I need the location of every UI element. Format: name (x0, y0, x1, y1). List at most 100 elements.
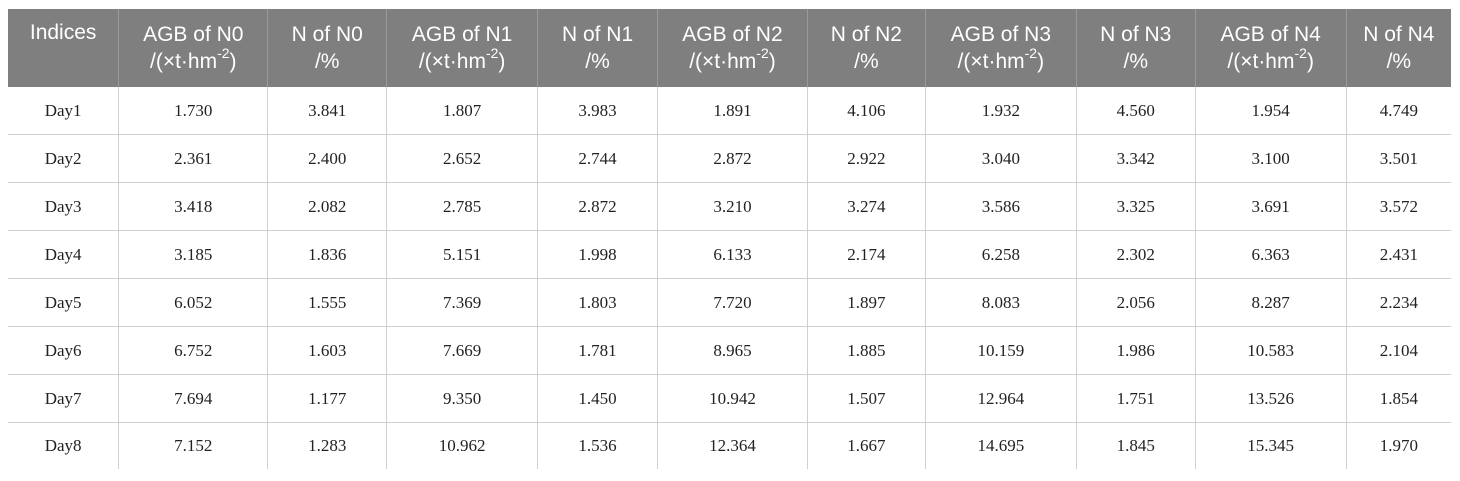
column-header-title: N of N4 (1363, 23, 1435, 46)
column-header: AGB of N4/(×t·hm-2) (1195, 9, 1347, 87)
table-cell: 7.720 (657, 278, 809, 327)
table-cell: 1.897 (807, 278, 926, 327)
table-cell: 1.603 (267, 326, 388, 375)
column-header-unit: /(×t·hm-2) (689, 45, 776, 73)
table-cell: 1.854 (1346, 374, 1451, 423)
table-cell: 3.185 (118, 230, 269, 279)
table-cell: 3.274 (807, 182, 926, 231)
table-cell: 1.730 (118, 87, 269, 135)
column-header-unit: /% (585, 50, 610, 73)
column-header-title: AGB of N3 (950, 23, 1052, 46)
row-label: Day8 (8, 422, 120, 469)
table-cell: 12.364 (657, 422, 809, 469)
column-header-unit: /(×t·hm-2) (957, 45, 1045, 73)
column-header-title: Indices (29, 21, 97, 44)
table-cell: 7.694 (118, 374, 269, 423)
table-body: Day1 1.730 3.841 1.807 3.983 1.891 4.106 1.932 4… (8, 87, 1451, 469)
column-header: Indices (8, 9, 120, 87)
table-cell: 6.258 (925, 230, 1077, 279)
table-cell: 1.998 (537, 230, 658, 279)
table-cell: 1.803 (537, 278, 658, 327)
table-cell: 1.667 (807, 422, 926, 469)
row-label: Day2 (8, 134, 120, 183)
table-cell: 2.431 (1346, 230, 1451, 279)
column-header: N of N1 /% (537, 9, 658, 87)
table-cell: 8.287 (1195, 278, 1347, 327)
table-cell: 1.536 (537, 422, 658, 469)
column-header-title: N of N1 (561, 23, 634, 46)
column-header: AGB of N2/(×t·hm-2) (657, 9, 809, 87)
column-header: N of N4 /% (1346, 9, 1451, 87)
table-cell: 2.785 (386, 182, 539, 231)
column-header-title: N of N0 (291, 23, 363, 46)
table-cell: 1.986 (1076, 326, 1196, 375)
column-header-unit: /% (1386, 50, 1412, 73)
table-cell: 2.744 (537, 134, 658, 183)
column-header-unit: /% (854, 50, 879, 73)
table-cell: 10.942 (657, 374, 809, 423)
table-row: Day4 3.185 1.836 5.151 1.998 6.133 2.174 6.258 2… (8, 230, 1451, 279)
table-cell: 10.962 (386, 422, 539, 469)
table-cell: 2.872 (657, 134, 809, 183)
table-row: Day6 6.752 1.603 7.669 1.781 8.965 1.885 10.159… (8, 326, 1451, 375)
table-cell: 10.583 (1195, 326, 1347, 375)
column-header: AGB of N3/(×t·hm-2) (925, 9, 1077, 87)
table-cell: 13.526 (1195, 374, 1347, 423)
table-row: Day1 1.730 3.841 1.807 3.983 1.891 4.106 1.932 4… (8, 87, 1451, 135)
table-cell: 6.052 (118, 278, 269, 327)
table-cell: 1.932 (925, 87, 1077, 135)
table-cell: 1.807 (386, 87, 539, 135)
table-cell: 2.082 (267, 182, 388, 231)
column-header: N of N0 /% (267, 9, 388, 87)
table-cell: 2.400 (267, 134, 388, 183)
column-header-unit: /% (314, 50, 340, 73)
table-cell: 3.841 (267, 87, 388, 135)
table-cell: 1.450 (537, 374, 658, 423)
table-cell: 1.507 (807, 374, 926, 423)
column-header-unit: /(×t·hm-2) (150, 45, 237, 73)
table-cell: 2.922 (807, 134, 926, 183)
row-label: Day7 (8, 374, 120, 423)
column-header: N of N3 /% (1076, 9, 1196, 87)
table-row: Day5 6.052 1.555 7.369 1.803 7.720 1.897 8.083 2… (8, 278, 1451, 327)
table-cell: 10.159 (925, 326, 1077, 375)
table-cell: 15.345 (1195, 422, 1347, 469)
column-header-title: AGB of N1 (411, 23, 513, 46)
table-cell: 7.369 (386, 278, 539, 327)
table-cell: 8.083 (925, 278, 1077, 327)
table-cell: 4.560 (1076, 87, 1196, 135)
table-cell: 3.040 (925, 134, 1077, 183)
table-cell: 1.845 (1076, 422, 1196, 469)
table-cell: 3.342 (1076, 134, 1196, 183)
table-cell: 1.751 (1076, 374, 1196, 423)
table-cell: 3.325 (1076, 182, 1196, 231)
column-header-title: AGB of N0 (143, 23, 244, 46)
column-header: AGB of N1/(×t·hm-2) (386, 9, 539, 87)
table-cell: 6.752 (118, 326, 269, 375)
data-table: Indices AGB of N0/(×t·hm-2) N of N0/% AGB o… (8, 9, 1451, 469)
table-cell: 2.302 (1076, 230, 1196, 279)
table-cell: 4.106 (807, 87, 926, 135)
table-cell: 3.418 (118, 182, 269, 231)
header-row: Indices AGB of N0/(×t·hm-2) N of N0/% AGB o… (8, 9, 1451, 87)
column-header-title: AGB of N2 (682, 23, 783, 46)
table-cell: 3.501 (1346, 134, 1451, 183)
table-cell: 2.104 (1346, 326, 1451, 375)
table-cell: 1.885 (807, 326, 926, 375)
row-label: Day6 (8, 326, 120, 375)
column-header-title: N of N2 (830, 23, 902, 46)
column-header: AGB of N0/(×t·hm-2) (118, 9, 269, 87)
column-header-title: N of N3 (1100, 23, 1172, 46)
table-cell: 3.586 (925, 182, 1077, 231)
table-row: Day8 7.152 1.283 10.962 1.536 12.364 1.667 14.6… (8, 422, 1451, 469)
table-cell: 7.152 (118, 422, 269, 469)
table-cell: 1.283 (267, 422, 388, 469)
row-label: Day1 (8, 87, 120, 135)
table-cell: 1.970 (1379, 436, 1418, 455)
table-cell: 1.177 (267, 374, 388, 423)
table-cell: 1.781 (537, 326, 658, 375)
table-cell: 2.234 (1346, 278, 1451, 327)
table-cell: 3.983 (537, 87, 658, 135)
table-cell: 3.691 (1195, 182, 1347, 231)
table-cell: 2.174 (807, 230, 926, 279)
